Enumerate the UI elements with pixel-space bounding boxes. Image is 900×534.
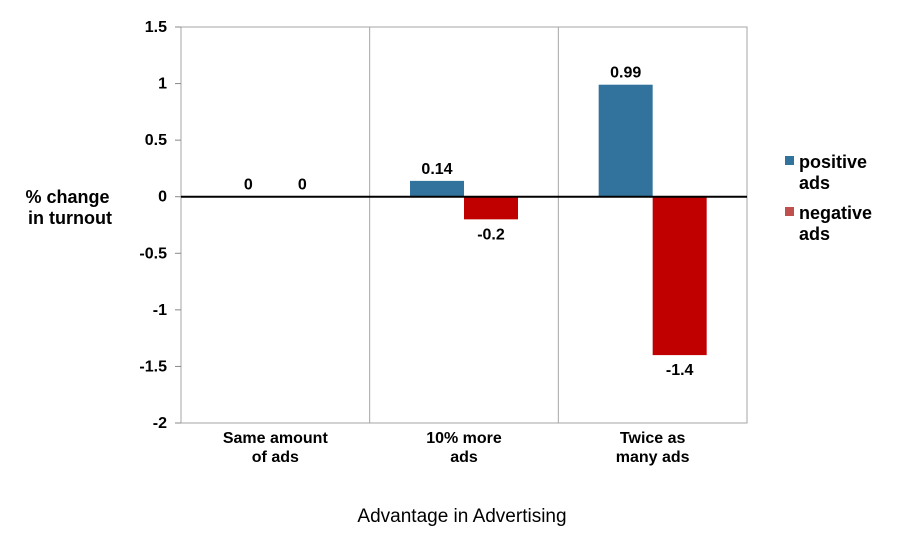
bars	[410, 84, 707, 356]
legend-swatch-negative	[785, 207, 794, 216]
legend: positive ads negative ads	[785, 152, 877, 244]
data-label: 0.99	[610, 65, 641, 82]
y-axis-ticks: 1.5 1 0.5 0 -0.5 -1 -1.5 -2	[139, 19, 181, 432]
x-category-label: 10% more ads	[426, 430, 502, 466]
bar-negative	[652, 196, 707, 356]
y-tick-label: 1.5	[145, 19, 167, 36]
x-axis-categories: Same amount of ads 10% more ads Twice as many…	[223, 430, 690, 466]
legend-label-positive: positive ads	[799, 152, 872, 193]
y-axis-label-line-1: % change	[25, 187, 109, 207]
data-label: -0.2	[477, 226, 505, 243]
x-category-label: Same amount of ads	[223, 430, 329, 466]
data-labels: 0 0.14 0.99 0 -0.2 -1.4	[244, 65, 694, 379]
bar-positive	[598, 84, 653, 197]
y-tick-label: -2	[153, 415, 167, 432]
y-axis-label: % change in turnout	[25, 187, 114, 228]
legend-label-negative: negative ads	[799, 203, 877, 244]
x-category-label: Twice as many ads	[616, 430, 690, 466]
plot-area	[180, 26, 748, 424]
y-tick-label: -1.5	[139, 358, 167, 375]
y-tick-label: -1	[153, 302, 167, 319]
legend-swatch-positive	[785, 156, 794, 165]
gridlines	[369, 27, 559, 423]
data-label: 0.14	[421, 161, 452, 178]
data-label: 0	[298, 177, 307, 194]
plot-border	[180, 26, 748, 424]
y-tick-label: 0.5	[145, 132, 167, 149]
y-axis-label-line-2: in turnout	[28, 208, 112, 228]
bar-positive	[410, 180, 464, 197]
y-tick-label: -0.5	[139, 245, 167, 262]
y-tick-label: 1	[158, 76, 167, 93]
data-label: -1.4	[666, 362, 694, 379]
bar-negative	[464, 196, 518, 220]
y-tick-label: 0	[158, 189, 167, 206]
x-axis-label: Advantage in Advertising	[357, 506, 566, 527]
data-label: 0	[244, 177, 253, 194]
